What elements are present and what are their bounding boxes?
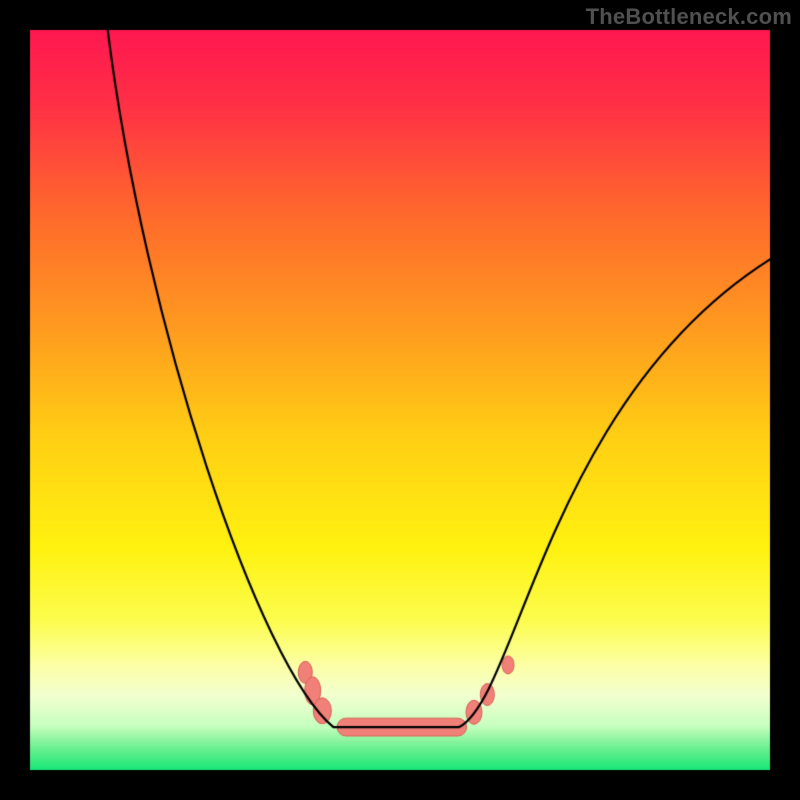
watermark-text: TheBottleneck.com — [586, 4, 792, 30]
bottleneck-chart — [0, 0, 800, 800]
